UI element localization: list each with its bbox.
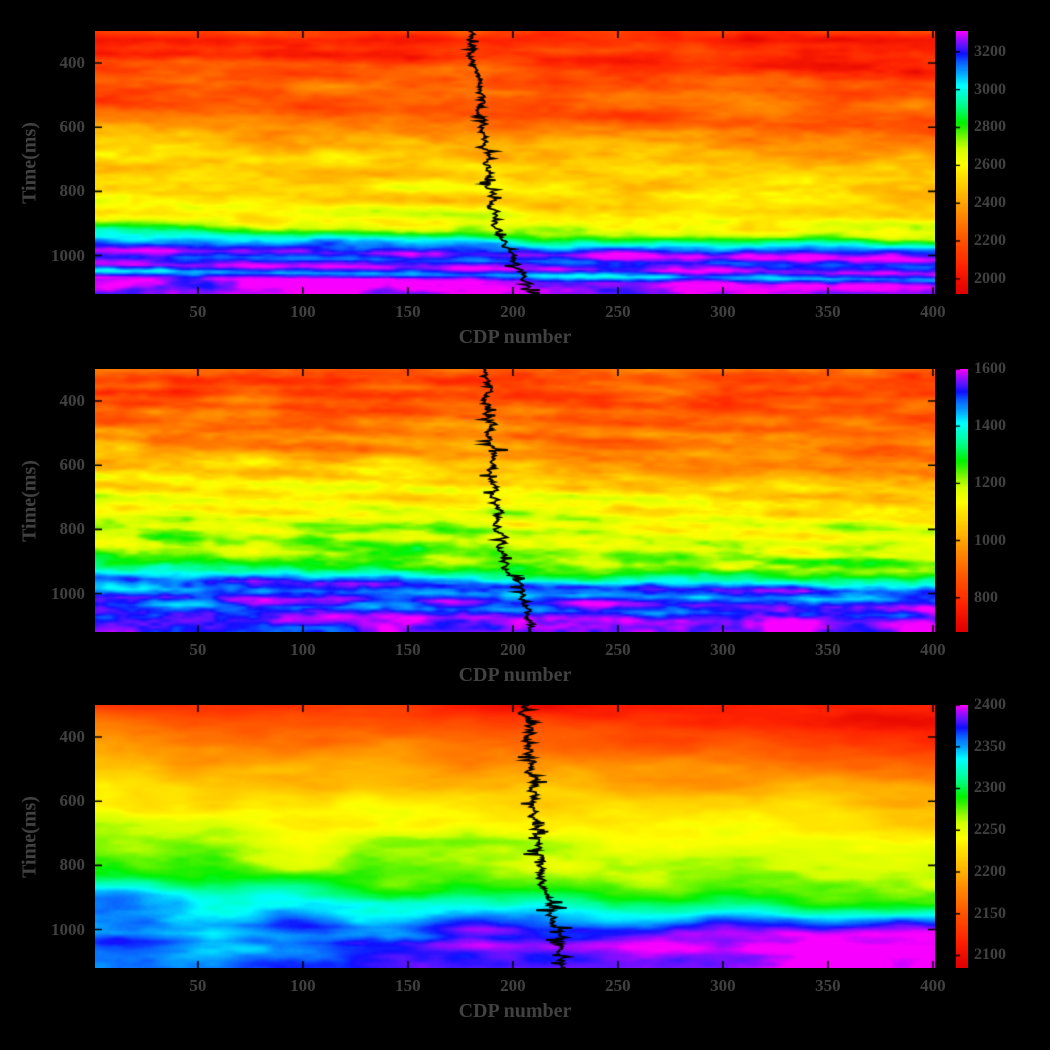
x-tick-label: 300 [710, 302, 736, 321]
colorbar-tick-label: 2600 [974, 156, 1006, 174]
x-tick-label: 350 [815, 976, 841, 995]
y-tick-label: 600 [59, 791, 86, 811]
colorbar-tick-label: 3200 [974, 42, 1006, 60]
y-tick-label: 800 [59, 181, 86, 201]
colorbar-tick-label: 1400 [974, 417, 1006, 435]
y-axis-label: Time(ms) [18, 795, 41, 878]
y-tick-label: 400 [59, 53, 86, 73]
y-tick-label: 400 [59, 727, 86, 747]
x-tick-label: 100 [290, 976, 316, 995]
y-tick-label: 800 [59, 519, 86, 539]
colorbar-tick-label: 2100 [974, 946, 1006, 964]
x-tick-label: 150 [395, 640, 421, 659]
colorbar-tick-label: 800 [974, 588, 998, 606]
x-tick-label: 50 [189, 640, 207, 659]
x-tick-label: 350 [815, 302, 841, 321]
colorbar-tick-label: 2300 [974, 779, 1006, 797]
x-tick-label: 150 [395, 976, 421, 995]
colorbar-tick-label: 2000 [974, 269, 1006, 287]
y-tick-label: 400 [59, 391, 86, 411]
y-axis-label: Time(ms) [18, 121, 41, 204]
colorbar-tick-label: 1600 [974, 360, 1006, 377]
heatmap-canvas-middle [95, 369, 935, 632]
x-tick-label: 150 [395, 302, 421, 321]
colorbar-tick-label: 1000 [974, 531, 1006, 549]
x-tick-label: 100 [290, 640, 316, 659]
colorbar-tick-label: 3000 [974, 80, 1006, 98]
colorbar-canvas-top [956, 31, 968, 294]
x-tick-label: 350 [815, 640, 841, 659]
x-tick-label: 400 [920, 640, 946, 659]
x-tick-label: 400 [920, 976, 946, 995]
colorbar-tick-label: 2400 [974, 194, 1006, 212]
heatmap-canvas-top [95, 31, 935, 294]
colorbar-canvas-bottom [956, 705, 968, 968]
x-tick-label: 50 [189, 976, 207, 995]
x-tick-label: 200 [500, 302, 526, 321]
y-tick-label: 600 [59, 117, 86, 137]
colorbar-tick-label: 2150 [974, 904, 1006, 922]
x-tick-label: 100 [290, 302, 316, 321]
x-axis-label: CDP number [458, 664, 572, 686]
x-tick-label: 50 [189, 302, 207, 321]
x-tick-label: 300 [710, 976, 736, 995]
x-tick-label: 200 [500, 640, 526, 659]
colorbar-tick-label: 2250 [974, 821, 1006, 839]
y-tick-label: 600 [59, 455, 86, 475]
heatmap-canvas-bottom [95, 705, 935, 968]
x-tick-label: 400 [920, 302, 946, 321]
x-tick-label: 250 [605, 640, 631, 659]
y-tick-label: 1000 [51, 583, 85, 603]
colorbar-canvas-middle [956, 369, 968, 632]
y-tick-label: 1000 [51, 919, 85, 939]
x-axis-label: CDP number [458, 1000, 572, 1022]
x-tick-label: 250 [605, 302, 631, 321]
colorbar-tick-label: 1200 [974, 474, 1006, 492]
y-tick-label: 1000 [51, 245, 85, 265]
x-tick-label: 200 [500, 976, 526, 995]
x-axis-label: CDP number [458, 326, 572, 348]
colorbar-tick-label: 2350 [974, 737, 1006, 755]
x-tick-label: 300 [710, 640, 736, 659]
colorbar-tick-label: 2200 [974, 232, 1006, 250]
y-tick-label: 800 [59, 855, 86, 875]
colorbar-tick-label: 2400 [974, 696, 1006, 713]
x-tick-label: 250 [605, 976, 631, 995]
y-axis-label: Time(ms) [18, 459, 41, 542]
colorbar-tick-label: 2800 [974, 118, 1006, 136]
colorbar-tick-label: 2200 [974, 862, 1006, 880]
